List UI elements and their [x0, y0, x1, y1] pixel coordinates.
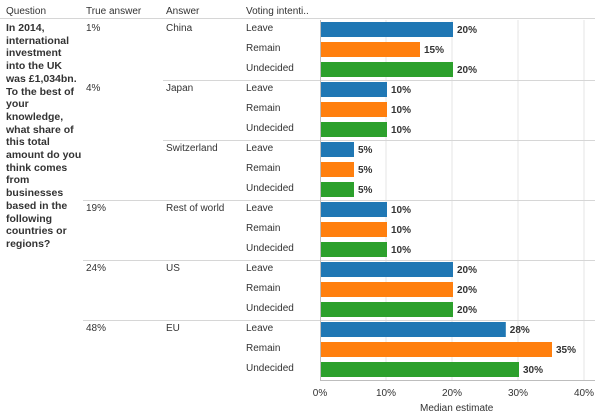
data-label: 10% [391, 125, 411, 136]
bar-remain [321, 222, 387, 237]
voting-intent-cell: Undecided [246, 303, 294, 314]
bar-remain [321, 282, 453, 297]
bar-leave [321, 22, 453, 37]
bar-leave [321, 82, 387, 97]
data-label: 35% [556, 345, 576, 356]
bar-undecided [321, 122, 387, 137]
answer-cell: EU [166, 323, 180, 334]
bar-undecided [321, 362, 519, 377]
answer-cell: Rest of world [166, 203, 225, 214]
bar-leave [321, 142, 354, 157]
data-label: 5% [358, 165, 373, 176]
header-question: Question [6, 6, 47, 17]
data-label: 20% [457, 65, 477, 76]
true-answer-cell: 1% [86, 23, 101, 34]
question-text: In 2014, international investment into t… [6, 22, 82, 250]
data-label: 20% [457, 285, 477, 296]
data-label: 5% [358, 185, 373, 196]
x-tick-label: 20% [442, 388, 462, 399]
bar-remain [321, 342, 552, 357]
bar-remain [321, 102, 387, 117]
voting-intent-cell: Remain [246, 43, 281, 54]
answer-cell: US [166, 263, 180, 274]
header-answer: Answer [166, 6, 200, 17]
data-label: 10% [391, 85, 411, 96]
bar-undecided [321, 242, 387, 257]
voting-intent-cell: Remain [246, 163, 281, 174]
data-label: 20% [457, 305, 477, 316]
data-label: 20% [457, 265, 477, 276]
x-tick-label: 0% [313, 388, 328, 399]
data-label: 28% [510, 325, 530, 336]
answer-cell: Switzerland [166, 143, 218, 154]
voting-intent-cell: Leave [246, 263, 274, 274]
voting-intent-cell: Undecided [246, 183, 294, 194]
voting-intent-cell: Leave [246, 83, 274, 94]
true-answer-cell: 19% [86, 203, 107, 214]
voting-intent-cell: Remain [246, 343, 281, 354]
true-answer-cell: 4% [86, 83, 101, 94]
data-label: 5% [358, 145, 373, 156]
header-true-answer: True answer [86, 6, 142, 17]
bar-remain [321, 162, 354, 177]
voting-intent-cell: Leave [246, 23, 274, 34]
header-voting-intention: Voting intenti.. [246, 6, 309, 17]
data-label: 10% [391, 225, 411, 236]
x-tick-label: 10% [376, 388, 396, 399]
data-label: 10% [391, 205, 411, 216]
voting-intent-cell: Undecided [246, 363, 294, 374]
voting-intent-cell: Undecided [246, 123, 294, 134]
bar-undecided [321, 302, 453, 317]
voting-intent-cell: Undecided [246, 63, 294, 74]
answer-cell: Japan [166, 83, 194, 94]
voting-intent-cell: Leave [246, 143, 274, 154]
data-label: 10% [391, 105, 411, 116]
bar-undecided [321, 182, 354, 197]
x-axis-title: Median estimate [420, 403, 494, 414]
voting-intent-cell: Undecided [246, 243, 294, 254]
data-label: 30% [523, 365, 543, 376]
x-tick-label: 40% [574, 388, 594, 399]
bar-undecided [321, 62, 453, 77]
answer-cell: China [166, 23, 193, 34]
data-label: 20% [457, 25, 477, 36]
data-label: 10% [391, 245, 411, 256]
voting-intent-cell: Remain [246, 283, 281, 294]
voting-intent-cell: Leave [246, 203, 274, 214]
voting-intent-cell: Remain [246, 103, 281, 114]
data-label: 15% [424, 45, 444, 56]
bar-remain [321, 42, 420, 57]
x-tick-label: 30% [508, 388, 528, 399]
true-answer-cell: 24% [86, 263, 107, 274]
bar-leave [321, 262, 453, 277]
voting-intent-cell: Remain [246, 223, 281, 234]
bar-leave [321, 202, 387, 217]
voting-intent-cell: Leave [246, 323, 274, 334]
bar-leave [321, 322, 506, 337]
true-answer-cell: 48% [86, 323, 107, 334]
header-divider [0, 18, 595, 19]
